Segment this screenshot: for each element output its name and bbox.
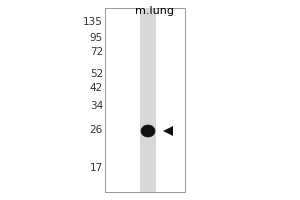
Text: 72: 72 bbox=[90, 47, 103, 57]
Text: 42: 42 bbox=[90, 83, 103, 93]
Text: 95: 95 bbox=[90, 33, 103, 43]
Text: m.lung: m.lung bbox=[136, 6, 175, 16]
Polygon shape bbox=[163, 126, 173, 136]
Bar bbox=[140, 8, 156, 192]
Text: 34: 34 bbox=[90, 101, 103, 111]
Bar bbox=[105, 8, 185, 192]
Text: 26: 26 bbox=[90, 125, 103, 135]
Text: 52: 52 bbox=[90, 69, 103, 79]
Ellipse shape bbox=[141, 125, 155, 137]
Text: 17: 17 bbox=[90, 163, 103, 173]
Text: 135: 135 bbox=[83, 17, 103, 27]
